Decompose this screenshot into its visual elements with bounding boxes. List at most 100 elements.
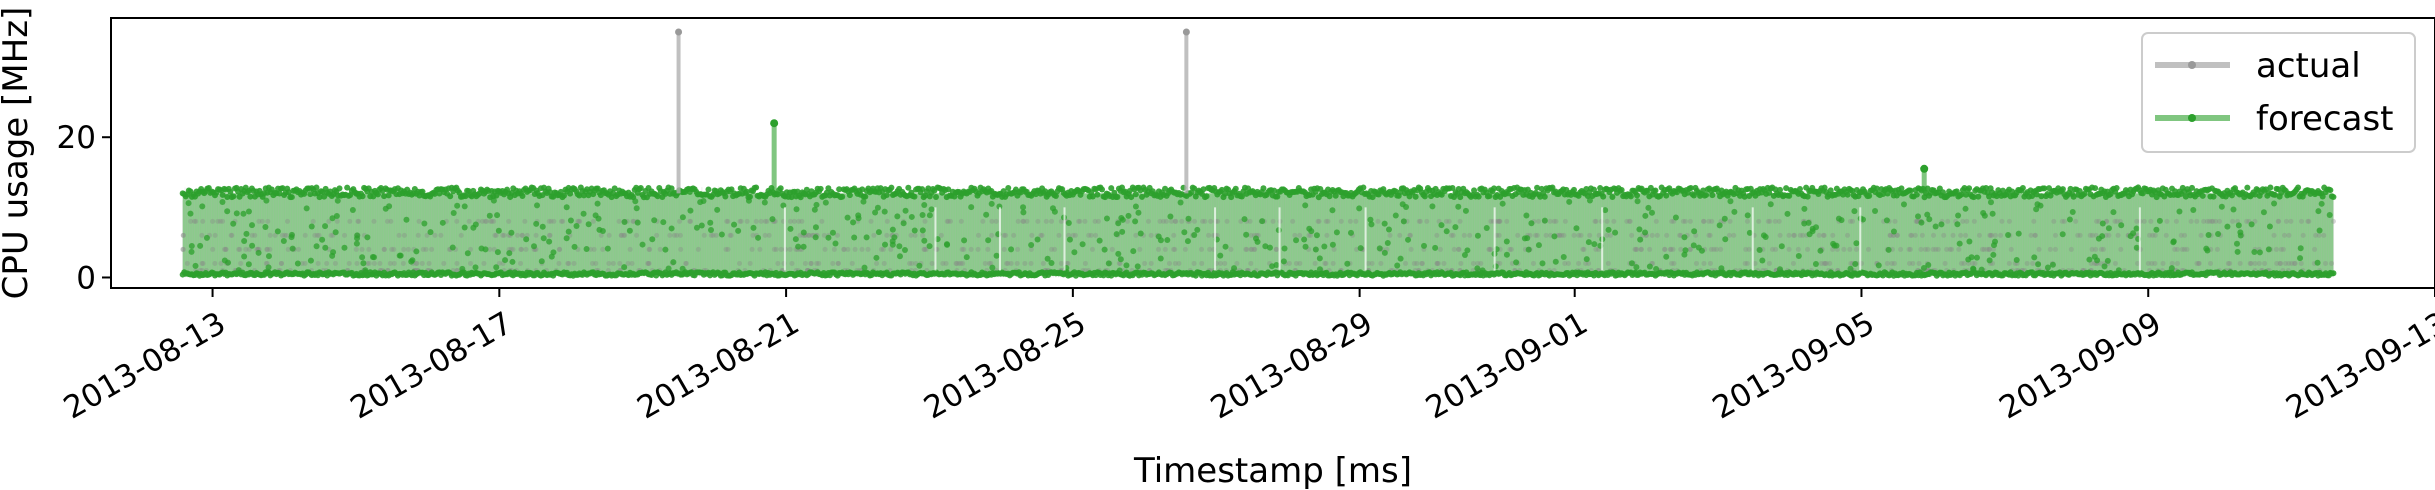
actual-point: [1456, 246, 1462, 252]
forecast-point: [1966, 185, 1973, 192]
actual-point: [1133, 232, 1139, 238]
actual-point: [1435, 260, 1441, 266]
actual-point: [806, 232, 812, 238]
actual-point: [2100, 246, 2106, 252]
actual-point: [228, 232, 234, 238]
forecast-point: [875, 229, 882, 236]
actual-point: [384, 218, 390, 224]
actual-point: [956, 260, 962, 266]
actual-point: [2141, 218, 2147, 224]
actual-point: [1095, 218, 1101, 224]
actual-point: [708, 232, 714, 238]
forecast-point: [1703, 191, 1710, 198]
actual-point: [1148, 260, 1154, 266]
actual-point: [1137, 246, 1143, 252]
actual-point: [1687, 246, 1693, 252]
actual-point: [688, 218, 694, 224]
actual-point: [1949, 246, 1955, 252]
actual-point: [414, 260, 420, 266]
actual-point: [808, 260, 814, 266]
forecast-point: [1316, 266, 1323, 273]
actual-point: [920, 232, 926, 238]
actual-point: [907, 260, 913, 266]
actual-point: [1984, 246, 1990, 252]
actual-point: [610, 260, 616, 266]
forecast-point: [1429, 203, 1436, 210]
actual-point: [1677, 232, 1683, 238]
actual-point: [1576, 232, 1582, 238]
forecast-point: [449, 244, 456, 251]
forecast-point: [817, 185, 824, 192]
forecast-point: [708, 226, 715, 233]
actual-point: [1200, 218, 1206, 224]
actual-point: [359, 246, 365, 252]
actual-point: [1950, 232, 1956, 238]
actual-point: [1701, 218, 1707, 224]
actual-point: [1611, 218, 1617, 224]
actual-point: [2179, 246, 2185, 252]
actual-point: [738, 218, 744, 224]
actual-point: [1316, 218, 1322, 224]
actual-point: [1419, 260, 1425, 266]
actual-point: [1647, 246, 1653, 252]
actual-point: [1557, 232, 1563, 238]
actual-point: [493, 232, 499, 238]
actual-point: [762, 232, 768, 238]
actual-point: [1986, 246, 1992, 252]
actual-point: [1593, 246, 1599, 252]
actual-point: [180, 246, 186, 252]
actual-point: [1056, 232, 1062, 238]
actual-point: [302, 260, 308, 266]
actual-point: [1222, 260, 1228, 266]
actual-point: [2312, 246, 2318, 252]
actual-point: [1999, 218, 2005, 224]
actual-point: [193, 218, 199, 224]
actual-point: [199, 260, 205, 266]
actual-point: [547, 232, 553, 238]
actual-point: [1403, 260, 1409, 266]
actual-point: [405, 246, 411, 252]
actual-point: [2134, 218, 2140, 224]
actual-point: [1142, 260, 1148, 266]
actual-point: [1534, 232, 1540, 238]
actual-point: [2208, 260, 2214, 266]
actual-point: [796, 218, 802, 224]
actual-point: [1667, 246, 1673, 252]
actual-point: [1407, 232, 1413, 238]
forecast-point: [519, 192, 526, 199]
actual-point: [2277, 260, 2283, 266]
actual-point: [1028, 246, 1034, 252]
actual-point: [2163, 232, 2169, 238]
actual-point: [371, 218, 377, 224]
actual-point: [758, 218, 764, 224]
actual-point: [1052, 246, 1058, 252]
forecast-point: [908, 213, 915, 220]
actual-point: [346, 260, 352, 266]
actual-point: [2283, 218, 2289, 224]
actual-point: [1678, 246, 1684, 252]
actual-point: [566, 260, 572, 266]
actual-point: [1887, 232, 1893, 238]
actual-point: [2032, 232, 2038, 238]
actual-point: [1786, 246, 1792, 252]
forecast-point: [219, 198, 226, 205]
actual-point: [1378, 260, 1384, 266]
forecast-point: [1885, 246, 1892, 253]
forecast-point: [718, 231, 725, 238]
actual-point: [1845, 232, 1851, 238]
forecast-point: [359, 193, 366, 200]
forecast-point: [1260, 185, 1267, 192]
forecast-point: [1634, 192, 1641, 199]
actual-point: [302, 232, 308, 238]
actual-point: [2271, 232, 2277, 238]
actual-point: [687, 218, 693, 224]
actual-point: [1496, 218, 1502, 224]
actual-point: [1486, 246, 1492, 252]
actual-point: [1891, 260, 1897, 266]
actual-point: [556, 246, 562, 252]
actual-point: [1353, 218, 1359, 224]
forecast-point: [2019, 185, 2026, 192]
actual-point: [1176, 260, 1182, 266]
actual-point: [961, 246, 967, 252]
actual-point: [548, 218, 554, 224]
